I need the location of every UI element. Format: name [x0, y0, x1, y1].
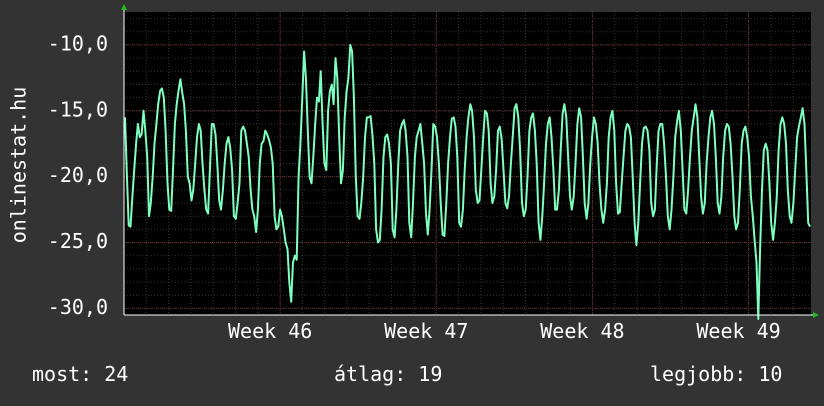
stat-best: legjobb: 10: [650, 362, 783, 386]
x-tick-label: Week 46: [228, 319, 312, 343]
x-axis-arrow: [813, 312, 819, 318]
y-axis-arrow: [121, 4, 127, 10]
y-axis-label: onlinestat.hu: [7, 87, 31, 244]
y-tick-label: -10,0: [48, 31, 108, 55]
x-tick-label: Week 49: [696, 319, 780, 343]
series-line: [124, 43, 811, 320]
stat-current: most: 24: [32, 362, 129, 386]
x-tick-label: Week 47: [384, 319, 468, 343]
stat-average: átlag: 19: [334, 362, 443, 386]
y-tick-label: -30,0: [48, 295, 108, 319]
y-tick-label: -25,0: [48, 229, 108, 253]
plot-area: [124, 12, 811, 315]
x-tick-label: Week 48: [540, 319, 624, 343]
y-tick-label: -15,0: [48, 97, 108, 121]
y-tick-label: -20,0: [48, 163, 108, 187]
